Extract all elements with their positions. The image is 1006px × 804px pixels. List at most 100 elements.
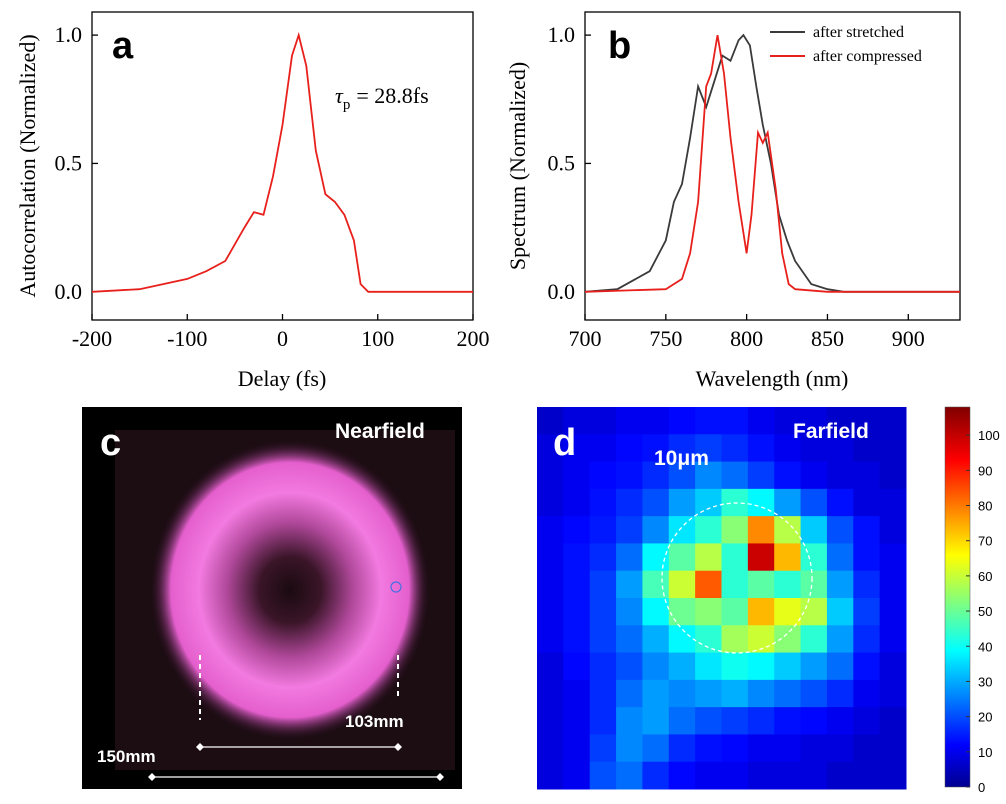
heat-cell	[642, 407, 670, 435]
heat-cell	[616, 652, 643, 681]
heat-cell	[563, 488, 591, 517]
heat-cell	[695, 434, 722, 463]
heat-cell	[800, 570, 828, 599]
heat-cell	[668, 543, 696, 572]
heat-cell	[747, 434, 775, 463]
legend-label: after stretched	[813, 24, 904, 41]
heat-cell	[537, 734, 564, 763]
heat-cell	[589, 461, 617, 490]
colorbar-tick-label: 70	[978, 534, 992, 549]
heat-cell	[563, 598, 591, 626]
heat-cell	[589, 734, 617, 763]
heat-cell	[537, 570, 564, 599]
colorbar-tick-label: 10	[978, 745, 992, 760]
heat-cell	[853, 652, 881, 681]
annotation: 103mm	[345, 712, 404, 731]
heat-cell	[642, 570, 670, 599]
heat-cell	[616, 516, 643, 544]
heat-cell	[747, 461, 775, 490]
heat-cell	[774, 734, 802, 763]
heat-cell	[589, 679, 617, 708]
heat-cell	[563, 761, 591, 790]
heat-cell	[616, 543, 643, 572]
annotation-text: = 28.8fs	[356, 83, 428, 108]
heat-cell	[853, 434, 881, 463]
y-tick-label: 0.5	[548, 150, 576, 175]
heat-cell	[747, 598, 775, 626]
heat-cell	[774, 570, 802, 599]
heat-cell	[721, 461, 749, 490]
heat-cell	[747, 570, 775, 599]
heat-cell	[879, 761, 907, 790]
heat-cell	[853, 734, 881, 763]
heat-cell	[642, 543, 670, 572]
x-tick-label: -200	[72, 326, 112, 351]
panel-letter: a	[112, 25, 134, 67]
colorbar-tick-label: 0	[978, 780, 985, 795]
heat-cell	[642, 488, 670, 517]
heat-cell	[642, 652, 670, 681]
data-line	[585, 33, 960, 293]
heat-cell	[747, 407, 775, 435]
heat-cell	[879, 625, 907, 654]
heat-cell	[853, 570, 881, 599]
heat-cell	[853, 625, 881, 654]
heat-cell	[695, 734, 722, 763]
x-tick-label: 900	[892, 326, 925, 351]
heat-cell	[747, 707, 775, 735]
heat-cell	[537, 679, 564, 708]
heat-cell	[668, 461, 696, 490]
heat-cell	[826, 734, 854, 763]
heat-cell	[826, 434, 854, 463]
heat-cell	[537, 488, 564, 517]
annotation: 150mm	[97, 747, 156, 766]
heat-cell	[537, 652, 564, 681]
heat-cell	[853, 461, 881, 490]
heat-cell	[800, 598, 828, 626]
heat-cell	[826, 461, 854, 490]
y-tick-label: 0.0	[548, 279, 576, 304]
legend-label: after compressed	[813, 48, 922, 65]
heat-cell	[589, 761, 617, 790]
heat-cell	[537, 407, 564, 435]
heat-cell	[879, 516, 907, 544]
heat-cell	[721, 679, 749, 708]
heat-cell	[695, 516, 722, 544]
heat-cell	[563, 461, 591, 490]
heat-cell	[537, 625, 564, 654]
x-axis-label: Delay (fs)	[238, 366, 327, 391]
heat-cell	[826, 598, 854, 626]
heat-cell	[589, 707, 617, 735]
heat-cell	[668, 407, 696, 435]
heat-cell	[800, 434, 828, 463]
heat-cell	[879, 461, 907, 490]
y-axis-label: Spectrum (Normalized)	[505, 62, 530, 270]
heat-cell	[642, 461, 670, 490]
heat-cell	[563, 516, 591, 544]
heat-cell	[563, 652, 591, 681]
heat-cell	[668, 434, 696, 463]
heat-cell	[800, 625, 828, 654]
heat-cell	[616, 488, 643, 517]
heat-cell	[826, 570, 854, 599]
heat-cell	[800, 652, 828, 681]
heat-cell	[721, 734, 749, 763]
heat-cell	[879, 734, 907, 763]
heat-cell	[616, 625, 643, 654]
colorbar-tick-label: 80	[978, 499, 992, 514]
plot-frame	[584, 11, 961, 321]
heat-cell	[879, 543, 907, 572]
heat-cell	[800, 461, 828, 490]
colorbar-tick-label: 40	[978, 639, 992, 654]
y-tick-label: 0.5	[55, 150, 83, 175]
panel-title: Farfield	[793, 420, 869, 443]
heat-cell	[879, 407, 907, 435]
heat-cell	[537, 707, 564, 735]
heat-cell	[695, 407, 722, 435]
heat-cell	[668, 679, 696, 708]
heat-cell	[695, 761, 722, 790]
heat-cell	[853, 407, 881, 435]
annotation: 10μm	[654, 447, 709, 470]
heat-cell	[879, 488, 907, 517]
heat-cell	[695, 598, 722, 626]
